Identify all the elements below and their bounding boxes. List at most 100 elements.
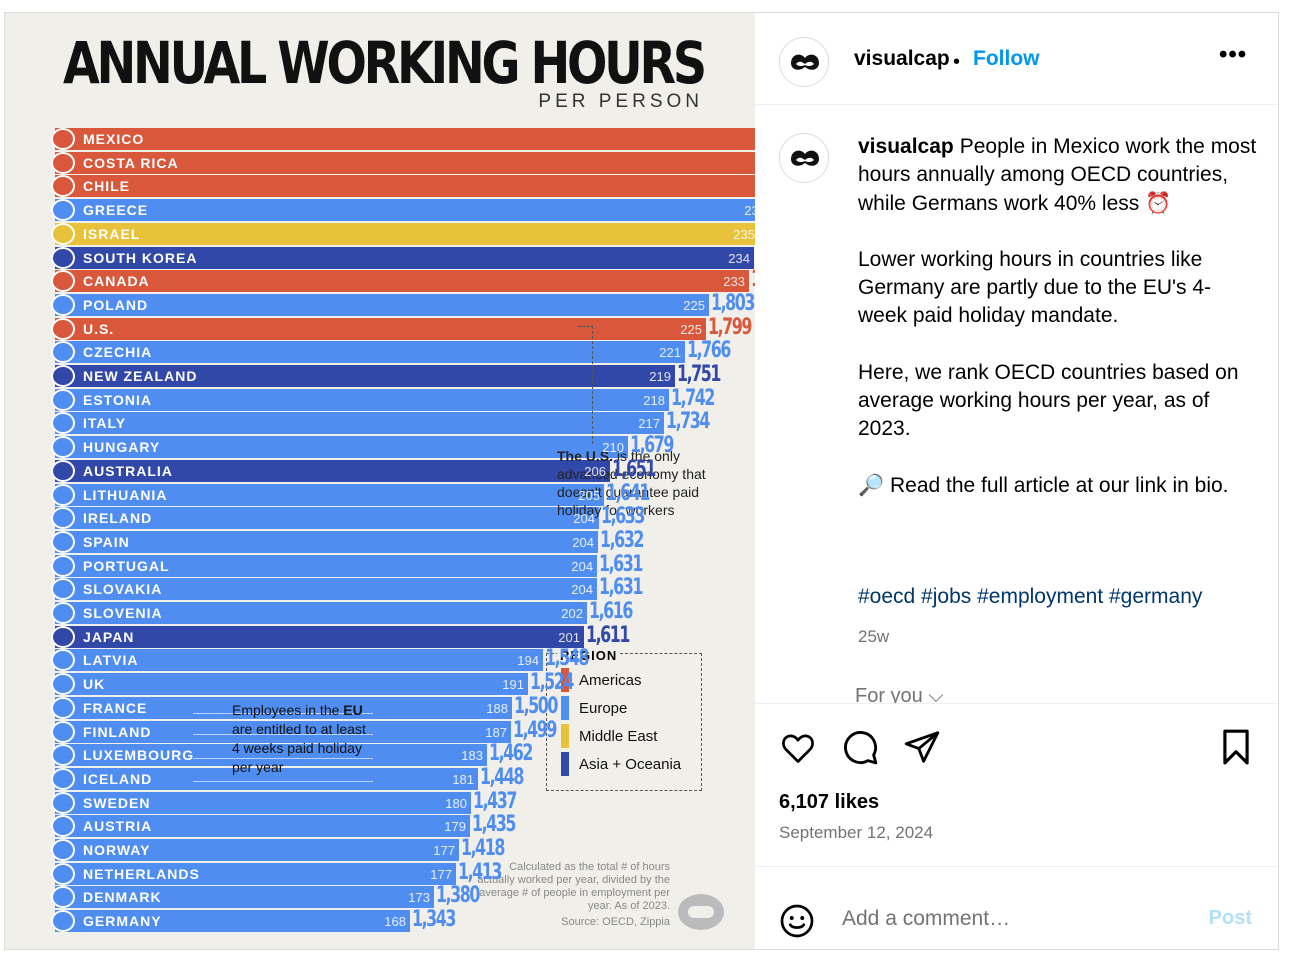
country-label: CANADA	[83, 273, 150, 290]
comment-icon[interactable]	[841, 728, 879, 766]
hours-label: 1,766	[687, 338, 731, 364]
bookmark-icon[interactable]	[1217, 728, 1255, 766]
eu-callout-note: Employees in the EU are entitled to at l…	[232, 702, 366, 775]
flag-icon	[51, 910, 75, 933]
country-label: ITALY	[83, 415, 127, 432]
flag-icon	[51, 365, 75, 387]
bar	[55, 365, 675, 387]
comment-input[interactable]: Add a comment…	[842, 907, 1011, 930]
country-label: CZECHIA	[83, 344, 153, 361]
bar	[55, 554, 597, 577]
caption-username[interactable]: visualcap	[858, 135, 954, 158]
hours-label: 1,548	[545, 646, 589, 672]
workdays-label: 219	[649, 369, 671, 384]
avatar[interactable]	[779, 37, 829, 87]
workdays-label: 221	[659, 345, 681, 361]
bar-row: HUNGARY 210 1,679	[5, 433, 755, 459]
flag-icon	[51, 246, 75, 269]
bar	[55, 388, 669, 411]
bar	[55, 720, 511, 743]
workdays-label: 206	[584, 463, 606, 479]
flag-icon	[51, 483, 75, 506]
workdays-label: 183	[461, 748, 483, 764]
country-label: FRANCE	[83, 699, 148, 716]
hours-label: 1,413	[458, 859, 502, 885]
workdays-label: 235	[733, 226, 755, 242]
bar-row: NEW ZEALAND 219 1,751	[5, 362, 755, 387]
workdays-label: 204	[571, 558, 593, 574]
workdays-label: 181	[452, 771, 474, 787]
hours-label: 1,632	[600, 527, 644, 553]
caption-text-4: 🔎 Read the full article at our link in b…	[858, 473, 1229, 497]
us-callout-line	[578, 326, 593, 444]
flag-icon	[51, 388, 75, 411]
flag-icon	[51, 791, 75, 814]
country-label: NETHERLANDS	[83, 865, 200, 882]
bar-row: ESTONIA 218 1,742	[5, 386, 755, 411]
workdays-label: 177	[430, 866, 452, 882]
country-label: SLOVAKIA	[83, 581, 163, 598]
flag-icon	[51, 128, 75, 150]
bar-row: NORWAY 177 1,418	[5, 836, 755, 861]
hours-label: 1,462	[489, 741, 533, 767]
footnote: Calculated as the total # of hours actua…	[477, 861, 670, 912]
legend-swatch	[561, 752, 569, 776]
post-header: visualcap • Follow •••	[755, 13, 1278, 105]
country-label: GERMANY	[83, 913, 162, 930]
bar	[55, 175, 755, 198]
bar	[55, 270, 749, 293]
bar	[55, 886, 434, 909]
bar	[55, 530, 598, 553]
bar-row: SPAIN 204 1,632	[5, 527, 755, 553]
bar-row: SLOVAKIA 204 1,631	[5, 575, 755, 601]
post-comment-button[interactable]: Post	[1208, 907, 1252, 929]
country-label: DENMARK	[83, 889, 162, 906]
bar-row: DENMARK 173 1,380	[5, 883, 755, 909]
workdays-label: 191	[502, 677, 524, 693]
share-icon[interactable]	[903, 728, 941, 766]
workdays-label: 210	[602, 440, 624, 456]
flag-icon	[51, 649, 75, 672]
flag-icon	[51, 507, 75, 530]
hours-label: 1,499	[513, 717, 557, 743]
eu-note-divider	[193, 734, 373, 735]
hours-label: 1,751	[677, 362, 721, 387]
flag-icon	[51, 720, 75, 743]
flag-icon	[51, 767, 75, 790]
country-label: JAPAN	[83, 628, 135, 645]
workdays-label: 179	[444, 819, 466, 835]
bar-row: NETHERLANDS 177 1,413	[5, 859, 755, 885]
post-sidebar: visualcap • Follow ••• visualcap People i…	[755, 13, 1278, 949]
country-label: PORTUGAL	[83, 557, 170, 574]
post-image[interactable]: ANNUAL WORKING HOURS PER PERSON MEXICO# …	[5, 13, 755, 949]
hours-label: 1,500	[514, 693, 558, 719]
hours-label: 1,435	[472, 812, 516, 838]
hours-label: 1,679	[630, 433, 674, 459]
legend-item-americas: Americas	[561, 668, 701, 692]
bar	[55, 436, 628, 459]
country-label: IRELAND	[83, 510, 153, 527]
flag-icon	[51, 175, 75, 198]
legend-item-europe: Europe	[561, 696, 701, 720]
flag-icon	[51, 151, 75, 174]
hours-label: 1,633	[601, 504, 645, 530]
hours-label: 1,803	[711, 290, 755, 316]
more-options-icon[interactable]: •••	[1219, 41, 1248, 68]
hashtags-link[interactable]: #oecd #jobs #employment #germany	[858, 585, 1203, 608]
flag-icon	[51, 578, 75, 601]
flag-icon	[51, 459, 75, 482]
country-label: MEXICO	[83, 131, 145, 147]
heart-icon[interactable]	[779, 730, 817, 766]
for-you-toggle[interactable]: For you ⌵	[855, 685, 944, 703]
bar-row: IRELAND 204 1,633	[5, 504, 755, 530]
caption-avatar[interactable]	[779, 133, 829, 183]
hours-label: 1,865	[751, 267, 755, 292]
bar-row: CANADA 233 1,865	[5, 267, 755, 293]
header-username[interactable]: visualcap	[854, 47, 950, 70]
bar-row: PORTUGAL 204 1,631	[5, 552, 755, 577]
emoji-icon[interactable]	[779, 903, 815, 939]
flag-icon	[51, 270, 75, 293]
hours-label: 1,437	[473, 788, 517, 814]
follow-button[interactable]: Follow	[973, 47, 1040, 70]
likes-count[interactable]: 6,107 likes	[779, 791, 880, 813]
